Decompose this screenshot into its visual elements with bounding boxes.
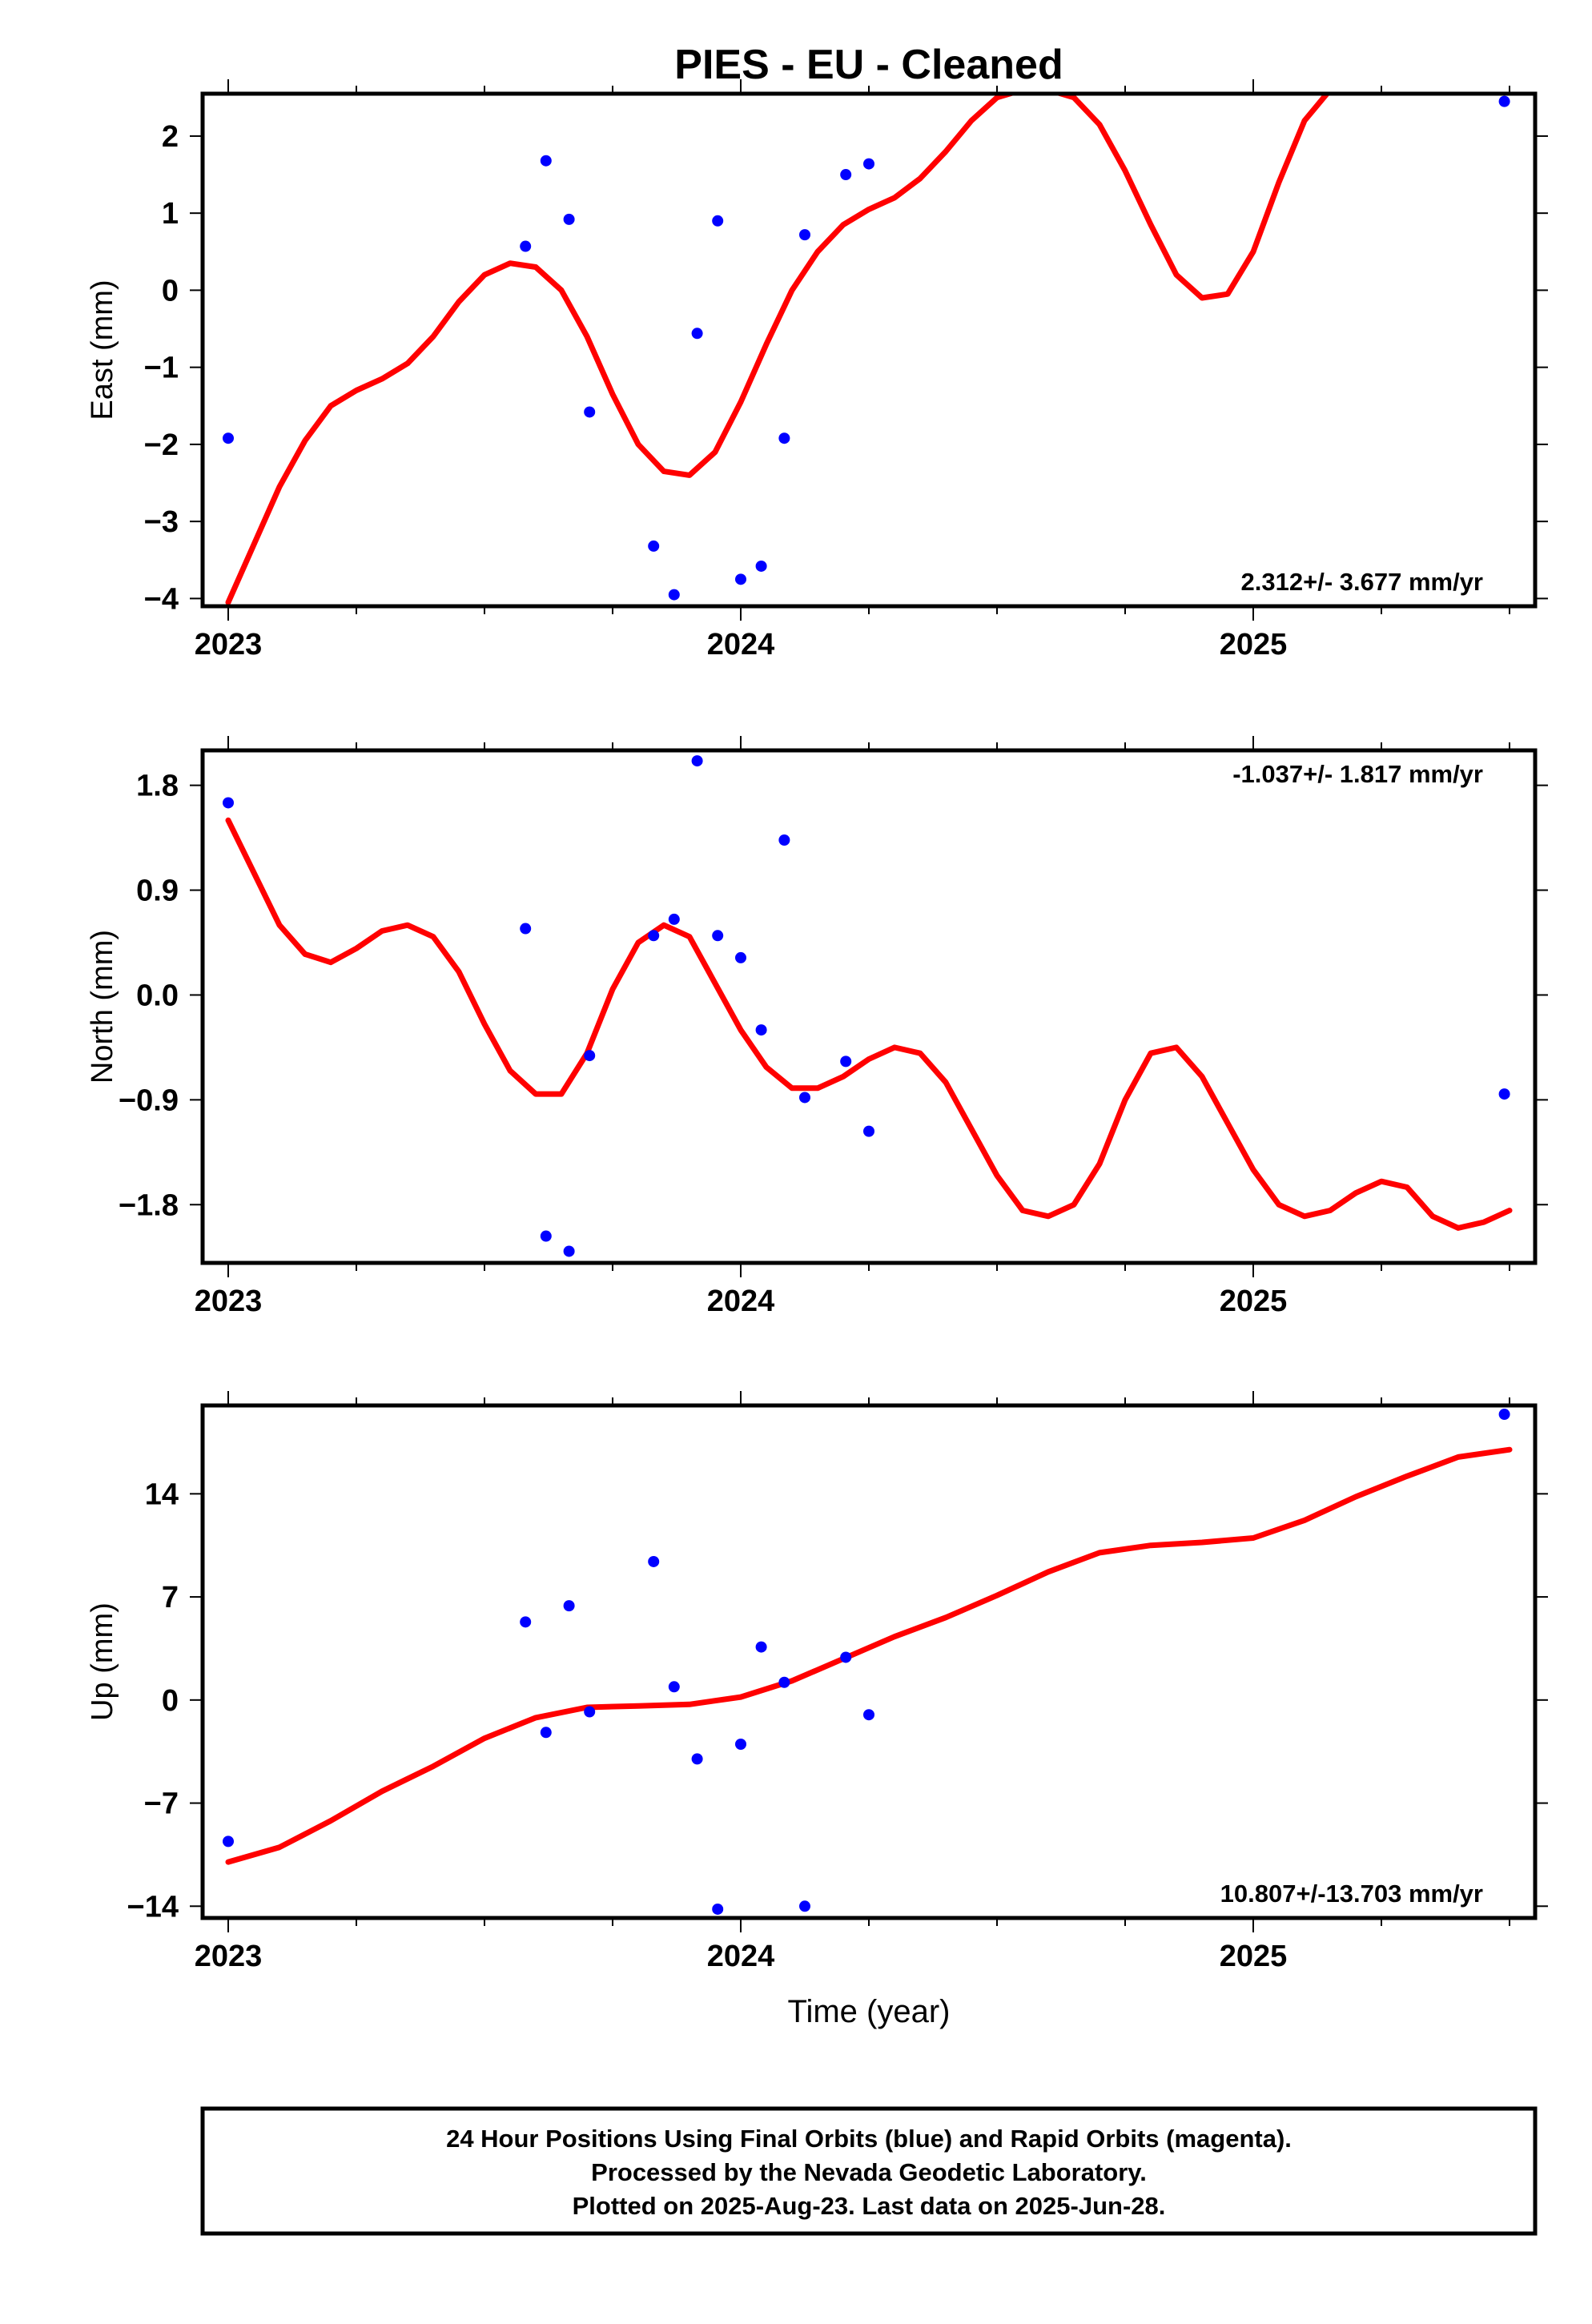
footer-box: 24 Hour Positions Using Final Orbits (bl…: [200, 2106, 1538, 2236]
y-tick-label: 14: [145, 1478, 179, 1511]
east-data-point: [691, 328, 703, 340]
east-data-point: [520, 240, 532, 252]
x-tick-label: 2023: [195, 1940, 263, 1973]
east-data-point: [223, 432, 234, 444]
y-tick-label: −1.8: [119, 1188, 179, 1222]
north-data-point: [840, 1055, 852, 1068]
y-tick-label: −4: [144, 582, 179, 616]
north-data-point: [755, 1024, 767, 1036]
y-tick-label: −0.9: [119, 1084, 179, 1117]
y-tick-label: 0: [162, 274, 179, 308]
up-fit-line: [225, 1446, 1513, 1865]
east-data-point: [668, 589, 680, 601]
y-tick-label: −14: [127, 1890, 179, 1924]
north-data-point: [799, 1092, 810, 1104]
x-tick-label: 2023: [195, 1285, 263, 1318]
x-tick-label: 2025: [1220, 1285, 1288, 1318]
up-rate-label: 10.807+/-13.703 mm/yr: [1220, 1880, 1483, 1908]
footer-line-2: Processed by the Nevada Geodetic Laborat…: [591, 2158, 1147, 2186]
north-data-point: [540, 1230, 552, 1242]
east-data-point: [778, 432, 790, 444]
east-axis-label: East (mm): [86, 279, 119, 420]
y-tick-label: 1: [162, 197, 179, 231]
north-data-point: [691, 755, 703, 767]
north-data-point: [520, 923, 532, 935]
east-rate-label: 2.312+/- 3.677 mm/yr: [1241, 568, 1483, 596]
y-tick-label: −3: [144, 505, 179, 539]
east-data-point: [563, 213, 575, 225]
y-tick-label: −7: [144, 1787, 179, 1821]
up-data-point: [863, 1709, 874, 1721]
y-tick-label: 0.0: [136, 979, 179, 1012]
up-axis-label: Up (mm): [86, 1602, 119, 1721]
up-data-point: [712, 1903, 724, 1915]
up-data-point: [840, 1651, 852, 1663]
up-panel: 2023 2024 2025 14 7 0 −7 −14 Up (mm) 10.807+/-13.…: [86, 1391, 1548, 1973]
x-tick-label: 2025: [1220, 628, 1288, 661]
north-data-point: [863, 1125, 874, 1137]
east-data-point: [840, 169, 852, 181]
east-panel: 2023 2024 2025 2 1 0 −1 −2 −3 −4 East (mm) 2.312+/-…: [86, 79, 1548, 661]
y-tick-label: −1: [144, 352, 179, 385]
east-data-point: [712, 215, 724, 227]
east-data-point: [648, 540, 660, 552]
north-data-point: [563, 1245, 575, 1257]
footer-line-3: Plotted on 2025-Aug-23. Last data on 202…: [573, 2192, 1166, 2220]
y-tick-label: 0.9: [136, 875, 179, 908]
up-data-point: [668, 1681, 680, 1693]
up-data-point: [648, 1555, 660, 1567]
chart-title: PIES - EU - Cleaned: [674, 42, 1063, 88]
north-panel: 2023 2024 2025 1.8 0.9 0.0 −0.9 −1.8 North (mm) -…: [86, 736, 1548, 1318]
east-frame: [200, 91, 1538, 609]
up-data-point: [799, 1900, 810, 1912]
up-data-point: [691, 1753, 703, 1765]
up-data-point: [778, 1676, 790, 1688]
east-data-point: [735, 573, 746, 585]
x-tick-label: 2024: [707, 1285, 775, 1318]
y-tick-label: −2: [144, 428, 179, 462]
north-fit-line: [225, 817, 1513, 1231]
north-data-point: [778, 834, 790, 846]
up-data-point: [735, 1738, 746, 1750]
up-data-point: [584, 1706, 596, 1718]
north-data-point: [735, 951, 746, 963]
north-data-point: [223, 797, 234, 809]
x-tick-label: 2024: [707, 1940, 775, 1973]
north-rate-label: -1.037+/- 1.817 mm/yr: [1232, 760, 1483, 788]
north-data-point: [584, 1050, 596, 1062]
east-data-point: [540, 155, 552, 167]
up-data-point: [563, 1600, 575, 1612]
footer-line-1: 24 Hour Positions Using Final Orbits (bl…: [446, 2125, 1292, 2153]
up-data-point: [1498, 1409, 1510, 1421]
north-data-point: [1498, 1088, 1510, 1100]
x-tick-label: 2023: [195, 628, 263, 661]
east-data-point: [1498, 95, 1510, 107]
y-tick-label: 7: [162, 1581, 179, 1614]
up-data-point: [223, 1835, 234, 1848]
y-tick-label: 2: [162, 120, 179, 154]
east-data-point: [755, 560, 767, 572]
north-frame: [200, 748, 1538, 1265]
east-data-point: [584, 406, 596, 418]
up-data-point: [540, 1727, 552, 1739]
y-tick-label: 0: [162, 1684, 179, 1718]
north-axis-label: North (mm): [86, 930, 119, 1084]
east-data-point: [799, 229, 810, 241]
up-data-point: [755, 1641, 767, 1653]
up-data-point: [520, 1616, 532, 1628]
y-tick-label: 1.8: [136, 770, 179, 803]
north-data-point: [712, 930, 724, 942]
east-fit-line: [225, 94, 1331, 605]
x-axis-label: Time (year): [788, 1994, 951, 2029]
north-data-point: [668, 913, 680, 925]
x-tick-label: 2025: [1220, 1940, 1288, 1973]
x-tick-label: 2024: [707, 628, 775, 661]
up-frame: [200, 1403, 1538, 1920]
east-data-point: [863, 158, 874, 170]
north-data-point: [648, 930, 660, 942]
